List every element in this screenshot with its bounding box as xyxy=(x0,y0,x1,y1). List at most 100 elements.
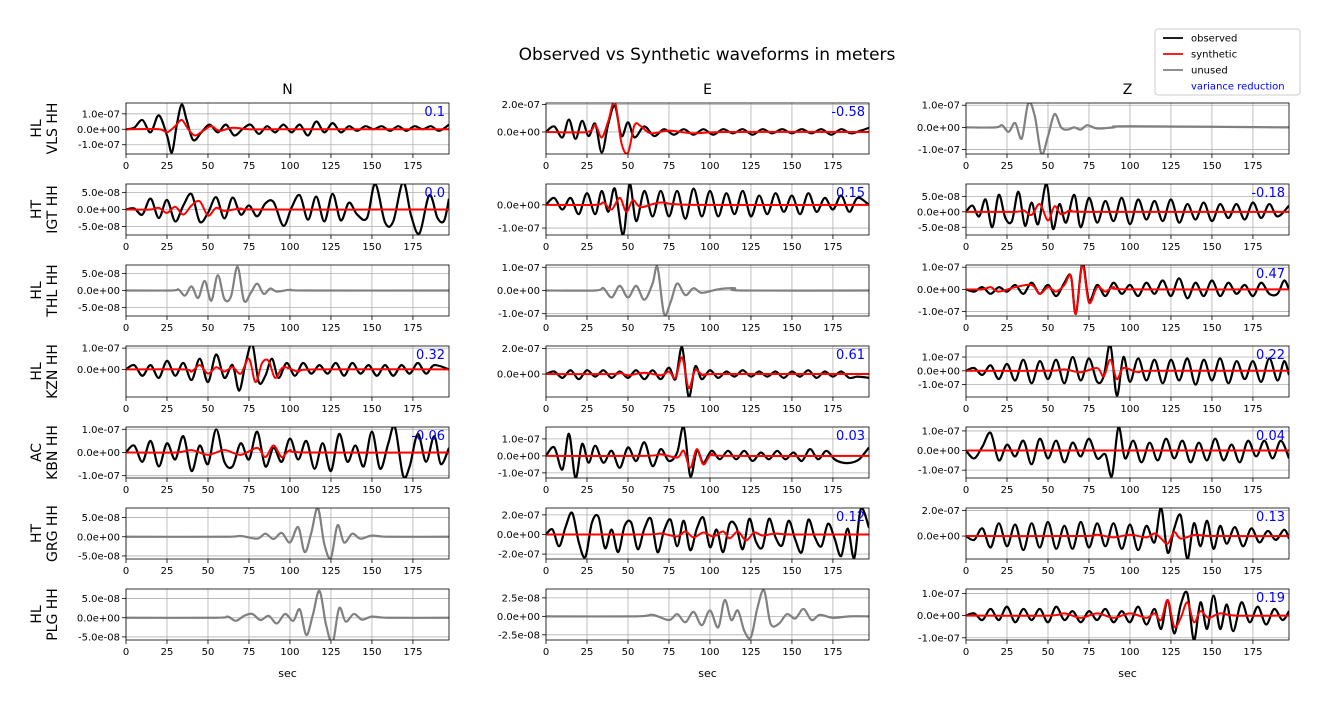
legend-label-variance-reduction: variance reduction xyxy=(1191,82,1285,93)
x-tick-label: 175 xyxy=(1243,566,1262,577)
x-tick-label: 100 xyxy=(280,242,299,253)
x-tick-label: 150 xyxy=(1202,242,1221,253)
x-tick-label: 125 xyxy=(321,242,340,253)
y-tick-label: 5.0e-08 xyxy=(82,594,120,605)
x-tick-label: 50 xyxy=(622,404,635,415)
x-tick-label: 150 xyxy=(362,404,381,415)
x-tick-label: 25 xyxy=(161,485,174,496)
x-tick-label: 75 xyxy=(1083,161,1096,172)
x-tick-label: 150 xyxy=(1202,404,1221,415)
x-tick-label: 100 xyxy=(700,647,719,658)
panel-frame xyxy=(125,183,450,236)
y-tick-label: 2.0e-07 xyxy=(922,506,960,517)
panel-vls-z: 0 25 50 75 100 125 150 175 1.0e-07 0.0e+00 -1.0e-0… xyxy=(917,101,1290,172)
x-axis-labels: sec sec sec xyxy=(278,667,1137,680)
station-network: AC xyxy=(29,443,45,462)
x-tick-label: 150 xyxy=(362,647,381,658)
variance-reduction-value: 0.13 xyxy=(1256,510,1285,525)
panel-plg-z: 0 25 50 75 100 125 150 175 1.0e-07 0.0e+00 -1.0e-0… xyxy=(917,588,1290,658)
x-tick-label: 75 xyxy=(243,404,256,415)
variance-reduction-value: 0.61 xyxy=(836,348,865,363)
x-tick-label: 50 xyxy=(1042,647,1055,658)
x-tick-label: 150 xyxy=(1202,566,1221,577)
panel-frame xyxy=(545,507,870,560)
observed-trace xyxy=(546,427,869,478)
variance-reduction-value: 0.19 xyxy=(1256,591,1285,606)
y-tick-label: 1.0e-07 xyxy=(82,425,120,436)
panel-kbn-e: 0 25 50 75 100 125 150 175 1.0e-07 0.0e+00 -1.0e-0… xyxy=(497,426,870,496)
x-tick-label: 75 xyxy=(243,323,256,334)
x-tick-label: 75 xyxy=(1083,323,1096,334)
x-tick-label: 0 xyxy=(123,485,129,496)
observed-trace xyxy=(966,590,1289,640)
x-tick-label: 25 xyxy=(581,566,594,577)
x-tick-label: 75 xyxy=(243,647,256,658)
y-tick-label: -1.0e-07 xyxy=(498,468,540,479)
x-tick-label: 175 xyxy=(403,323,422,334)
x-tick-label: 0 xyxy=(963,404,969,415)
observed-trace xyxy=(966,427,1289,478)
x-tick-label: 0 xyxy=(963,323,969,334)
panel-frame xyxy=(545,264,870,317)
x-tick-label: 75 xyxy=(663,647,676,658)
x-tick-label: 175 xyxy=(823,647,842,658)
x-tick-label: 150 xyxy=(362,323,381,334)
unused-trace xyxy=(126,508,449,559)
x-tick-label: 25 xyxy=(1001,566,1014,577)
x-tick-label: 100 xyxy=(280,404,299,415)
x-tick-label: 175 xyxy=(1243,242,1262,253)
observed-trace xyxy=(546,346,869,397)
x-tick-label: 50 xyxy=(1042,242,1055,253)
x-tick-label: 125 xyxy=(321,404,340,415)
x-tick-label: 175 xyxy=(823,161,842,172)
y-tick-label: -5.0e-08 xyxy=(918,223,960,234)
x-tick-label: 125 xyxy=(1161,566,1180,577)
x-tick-label: 125 xyxy=(321,647,340,658)
x-tick-label: 175 xyxy=(823,404,842,415)
x-tick-label: 75 xyxy=(663,323,676,334)
x-tick-label: 175 xyxy=(403,485,422,496)
x-tick-label: 50 xyxy=(622,323,635,334)
y-tick-label: 0.0e+00 xyxy=(917,611,960,622)
x-tick-label: 175 xyxy=(1243,485,1262,496)
synthetic-trace xyxy=(966,358,1289,381)
x-tick-label: 50 xyxy=(202,242,215,253)
panel-thl-n: 0 25 50 75 100 125 150 175 5.0e-08 0.0e+00 -5.0e-0… xyxy=(77,264,450,334)
x-tick-label: 125 xyxy=(741,323,760,334)
station-network: HT xyxy=(29,200,45,220)
station-code: KZN HH xyxy=(45,344,61,399)
x-tick-label: 0 xyxy=(963,485,969,496)
panel-frame xyxy=(545,588,870,641)
x-tick-label: 25 xyxy=(1001,404,1014,415)
observed-trace xyxy=(126,427,449,478)
synthetic-trace xyxy=(546,196,869,213)
x-tick-label: 150 xyxy=(362,161,381,172)
y-tick-label: 0.0e+00 xyxy=(497,127,540,138)
observed-trace xyxy=(966,508,1289,559)
x-tick-label: 0 xyxy=(123,323,129,334)
panel-frame xyxy=(965,102,1290,155)
panel-frame xyxy=(125,426,450,479)
x-tick-label: 175 xyxy=(1243,647,1262,658)
x-tick-label: 0 xyxy=(963,242,969,253)
y-tick-label: 0.0e+00 xyxy=(77,125,120,136)
x-tick-label: 50 xyxy=(622,485,635,496)
panel-thl-e: 0 25 50 75 100 125 150 175 1.0e-07 0.0e+00 -1.0e-0… xyxy=(497,263,870,334)
panel-kzn-n: 0 25 50 75 100 125 150 175 1.0e-07 0.0e+00 0.32 xyxy=(77,344,450,415)
x-tick-label: 50 xyxy=(1042,485,1055,496)
y-tick-label: 0.0e+00 xyxy=(917,366,960,377)
y-tick-label: -1.0e-07 xyxy=(918,307,960,318)
synthetic-trace xyxy=(966,599,1289,629)
panel-frame xyxy=(125,102,450,155)
y-tick-label: -1.0e-07 xyxy=(918,633,960,644)
y-tick-label: -1.0e-07 xyxy=(498,224,540,235)
x-tick-label: 125 xyxy=(321,161,340,172)
y-tick-label: 1.0e-07 xyxy=(502,434,540,445)
x-tick-label: 150 xyxy=(1202,161,1221,172)
x-tick-label: 100 xyxy=(280,323,299,334)
panel-igt-z: 0 25 50 75 100 125 150 175 5.0e-08 0.0e+00 -5.0e-0… xyxy=(917,183,1290,253)
panel-frame xyxy=(965,264,1290,317)
y-tick-label: -1.0e-07 xyxy=(498,309,540,320)
x-tick-label: 0 xyxy=(543,242,549,253)
x-tick-label: 125 xyxy=(741,485,760,496)
